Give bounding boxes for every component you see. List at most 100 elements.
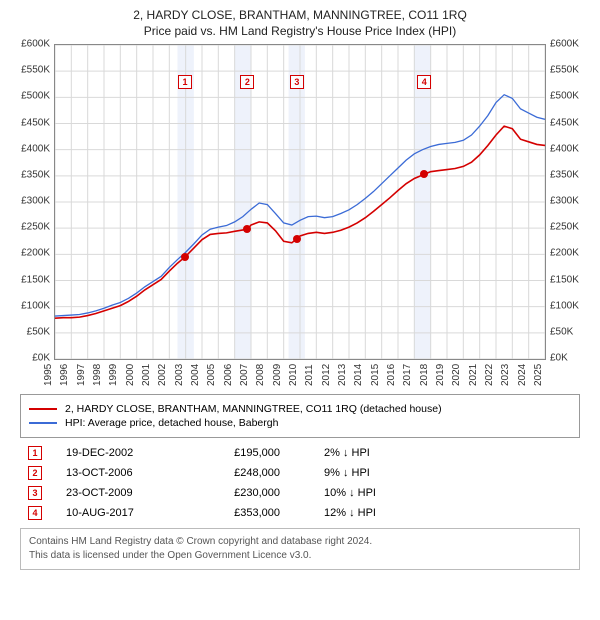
sale-row-marker: 1 bbox=[28, 446, 42, 460]
y-tick-label: £0K bbox=[32, 353, 50, 364]
x-tick-label: 2002 bbox=[157, 364, 168, 386]
x-tick-label: 1996 bbox=[59, 364, 70, 386]
sale-marker-2: 2 bbox=[240, 75, 254, 89]
y-tick-label: £550K bbox=[21, 65, 50, 76]
y-tick-label: £450K bbox=[550, 117, 579, 128]
y-tick-label: £100K bbox=[550, 300, 579, 311]
sale-row-marker: 3 bbox=[28, 486, 42, 500]
footer-line-1: Contains HM Land Registry data © Crown c… bbox=[29, 535, 571, 549]
x-tick-label: 2019 bbox=[435, 364, 446, 386]
x-tick-label: 2008 bbox=[255, 364, 266, 386]
sale-point-2 bbox=[243, 225, 251, 233]
y-axis-right: £0K£50K£100K£150K£200K£250K£300K£350K£40… bbox=[548, 44, 590, 384]
x-tick-label: 2009 bbox=[272, 364, 283, 386]
chart-subtitle: Price paid vs. HM Land Registry's House … bbox=[10, 24, 590, 38]
x-tick-label: 2016 bbox=[386, 364, 397, 386]
x-tick-label: 2000 bbox=[125, 364, 136, 386]
x-tick-label: 2005 bbox=[206, 364, 217, 386]
sale-diff: 2% ↓ HPI bbox=[304, 447, 404, 459]
legend-item: 2, HARDY CLOSE, BRANTHAM, MANNINGTREE, C… bbox=[29, 403, 571, 415]
x-tick-label: 2018 bbox=[419, 364, 430, 386]
sale-diff: 12% ↓ HPI bbox=[304, 507, 404, 519]
y-tick-label: £300K bbox=[550, 196, 579, 207]
sale-price: £195,000 bbox=[200, 447, 280, 459]
page-container: 2, HARDY CLOSE, BRANTHAM, MANNINGTREE, C… bbox=[0, 0, 600, 620]
y-tick-label: £100K bbox=[21, 300, 50, 311]
x-tick-label: 2007 bbox=[239, 364, 250, 386]
x-tick-label: 2012 bbox=[321, 364, 332, 386]
sale-row: 3 23-OCT-2009 £230,000 10% ↓ HPI bbox=[20, 486, 580, 500]
y-tick-label: £150K bbox=[21, 274, 50, 285]
y-tick-label: £350K bbox=[21, 169, 50, 180]
sale-point-4 bbox=[420, 170, 428, 178]
y-tick-label: £600K bbox=[550, 39, 579, 50]
y-tick-label: £450K bbox=[21, 117, 50, 128]
sale-date: 10-AUG-2017 bbox=[66, 507, 176, 519]
legend-item: HPI: Average price, detached house, Babe… bbox=[29, 417, 571, 429]
legend-label: 2, HARDY CLOSE, BRANTHAM, MANNINGTREE, C… bbox=[65, 403, 442, 415]
sale-price: £230,000 bbox=[200, 487, 280, 499]
x-tick-label: 2006 bbox=[223, 364, 234, 386]
y-tick-label: £200K bbox=[550, 248, 579, 259]
y-tick-label: £50K bbox=[27, 326, 50, 337]
plot-svg bbox=[55, 45, 545, 359]
legend-swatch bbox=[29, 408, 57, 410]
sale-price: £353,000 bbox=[200, 507, 280, 519]
y-axis-left: £0K £50K £100K £150K £200K £250K £300K £350K £40… bbox=[10, 44, 52, 384]
plot-area: 1 2 3 4 bbox=[54, 44, 546, 360]
x-tick-label: 1995 bbox=[43, 364, 54, 386]
sale-row-marker: 4 bbox=[28, 506, 42, 520]
sale-row: 2 13-OCT-2006 £248,000 9% ↓ HPI bbox=[20, 466, 580, 480]
sale-diff: 10% ↓ HPI bbox=[304, 487, 404, 499]
chart: £0K £50K £100K £150K £200K £250K £300K £350K £40… bbox=[10, 44, 590, 384]
sale-date: 23-OCT-2009 bbox=[66, 487, 176, 499]
x-tick-label: 2025 bbox=[533, 364, 544, 386]
x-tick-label: 2023 bbox=[500, 364, 511, 386]
y-tick-label: £250K bbox=[550, 222, 579, 233]
sale-row-marker: 2 bbox=[28, 466, 42, 480]
y-tick-label: £400K bbox=[21, 143, 50, 154]
y-tick-label: £200K bbox=[21, 248, 50, 259]
legend-swatch bbox=[29, 422, 57, 424]
x-tick-label: 2014 bbox=[353, 364, 364, 386]
y-tick-label: £150K bbox=[550, 274, 579, 285]
sale-row: 1 19-DEC-2002 £195,000 2% ↓ HPI bbox=[20, 446, 580, 460]
y-tick-label: £500K bbox=[21, 91, 50, 102]
x-tick-label: 2011 bbox=[304, 364, 315, 386]
chart-title-address: 2, HARDY CLOSE, BRANTHAM, MANNINGTREE, C… bbox=[10, 8, 590, 22]
x-tick-label: 1998 bbox=[92, 364, 103, 386]
y-tick-label: £0K bbox=[550, 353, 568, 364]
x-tick-label: 2010 bbox=[288, 364, 299, 386]
x-tick-label: 2022 bbox=[484, 364, 495, 386]
x-tick-label: 2001 bbox=[141, 364, 152, 386]
y-tick-label: £500K bbox=[550, 91, 579, 102]
x-tick-label: 2017 bbox=[402, 364, 413, 386]
y-tick-label: £300K bbox=[21, 196, 50, 207]
x-tick-label: 1997 bbox=[76, 364, 87, 386]
sale-price: £248,000 bbox=[200, 467, 280, 479]
x-tick-label: 2004 bbox=[190, 364, 201, 386]
sale-diff: 9% ↓ HPI bbox=[304, 467, 404, 479]
x-tick-label: 2003 bbox=[174, 364, 185, 386]
sale-marker-1: 1 bbox=[178, 75, 192, 89]
y-tick-label: £250K bbox=[21, 222, 50, 233]
sale-marker-4: 4 bbox=[417, 75, 431, 89]
sale-point-3 bbox=[293, 235, 301, 243]
y-tick-label: £550K bbox=[550, 65, 579, 76]
footer-line-2: This data is licensed under the Open Gov… bbox=[29, 549, 571, 563]
sale-row: 4 10-AUG-2017 £353,000 12% ↓ HPI bbox=[20, 506, 580, 520]
sale-date: 19-DEC-2002 bbox=[66, 447, 176, 459]
x-tick-label: 2015 bbox=[370, 364, 381, 386]
sales-table: 1 19-DEC-2002 £195,000 2% ↓ HPI 2 13-OCT-2006… bbox=[20, 446, 580, 520]
sale-date: 13-OCT-2006 bbox=[66, 467, 176, 479]
y-tick-label: £400K bbox=[550, 143, 579, 154]
x-tick-label: 2021 bbox=[468, 364, 479, 386]
legend: 2, HARDY CLOSE, BRANTHAM, MANNINGTREE, C… bbox=[20, 394, 580, 438]
x-tick-label: 2024 bbox=[517, 364, 528, 386]
y-tick-label: £600K bbox=[21, 39, 50, 50]
x-tick-label: 2020 bbox=[451, 364, 462, 386]
x-tick-label: 1999 bbox=[108, 364, 119, 386]
attribution-footer: Contains HM Land Registry data © Crown c… bbox=[20, 528, 580, 570]
sale-marker-3: 3 bbox=[290, 75, 304, 89]
y-tick-label: £350K bbox=[550, 169, 579, 180]
